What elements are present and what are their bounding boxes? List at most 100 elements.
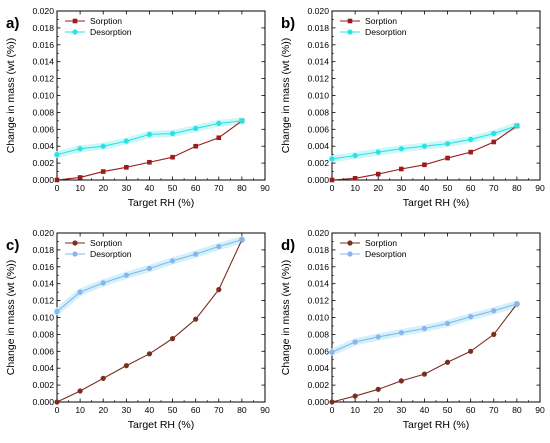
y-tick-label: 0.004 bbox=[307, 363, 329, 373]
y-tick-label: 0.002 bbox=[32, 380, 54, 390]
x-tick-label: 50 bbox=[168, 183, 178, 193]
data-point-sorption bbox=[216, 135, 222, 141]
panel-label: c) bbox=[6, 237, 19, 254]
x-tick-label: 0 bbox=[55, 405, 60, 415]
data-point-desorption bbox=[169, 258, 176, 264]
data-point-sorption bbox=[468, 149, 473, 155]
panel-label: d) bbox=[281, 237, 295, 254]
y-tick-label: 0.008 bbox=[32, 329, 54, 339]
y-tick-label: 0.016 bbox=[307, 40, 329, 50]
x-tick-label: 30 bbox=[122, 405, 132, 415]
y-tick-label: 0.014 bbox=[32, 279, 54, 289]
y-tick-label: 0.010 bbox=[32, 91, 54, 101]
data-point-desorption bbox=[169, 130, 176, 137]
x-tick-label: 90 bbox=[535, 405, 545, 415]
legend-marker bbox=[72, 240, 78, 246]
y-tick-label: 0.012 bbox=[307, 74, 329, 84]
data-point-desorption bbox=[239, 118, 245, 124]
legend-marker bbox=[347, 240, 353, 246]
legend-label: Desorption bbox=[365, 249, 407, 259]
y-tick-label: 0.008 bbox=[32, 107, 54, 117]
y-tick-label: 0.000 bbox=[307, 175, 329, 185]
y-tick-label: 0.006 bbox=[307, 346, 329, 356]
data-point-sorption bbox=[100, 169, 106, 174]
data-point-desorption bbox=[146, 131, 153, 137]
legend-label: Sorption bbox=[90, 238, 122, 248]
y-tick-label: 0.018 bbox=[307, 245, 329, 255]
data-point-desorption bbox=[444, 141, 451, 147]
x-tick-label: 20 bbox=[373, 405, 383, 415]
legend-label: Desorption bbox=[90, 249, 132, 259]
y-tick-label: 0.008 bbox=[307, 107, 329, 117]
data-point-sorption bbox=[193, 143, 198, 149]
data-point-sorption bbox=[352, 176, 358, 181]
data-point-desorption bbox=[491, 130, 497, 137]
data-point-desorption bbox=[239, 237, 245, 243]
data-point-sorption bbox=[445, 155, 450, 161]
data-point-desorption bbox=[100, 280, 106, 286]
data-point-desorption bbox=[375, 334, 381, 340]
x-tick-label: 90 bbox=[260, 405, 270, 415]
data-point-sorption bbox=[375, 171, 381, 177]
x-tick-label: 70 bbox=[214, 405, 224, 415]
y-tick-label: 0.010 bbox=[32, 313, 54, 323]
data-point-desorption bbox=[329, 156, 335, 162]
data-point-desorption bbox=[54, 152, 60, 158]
data-point-desorption bbox=[514, 123, 520, 129]
x-tick-label: 20 bbox=[373, 183, 383, 193]
legend-marker bbox=[347, 251, 353, 257]
x-tick-label: 40 bbox=[420, 183, 430, 193]
data-point-sorption bbox=[77, 175, 83, 180]
panel-label: a) bbox=[6, 15, 19, 32]
x-tick-label: 0 bbox=[55, 183, 60, 193]
data-point-desorption bbox=[100, 143, 106, 149]
y-axis-title: Change in mass (wt (%)) bbox=[280, 260, 292, 376]
y-tick-label: 0.020 bbox=[307, 6, 329, 16]
x-tick-label: 10 bbox=[350, 183, 360, 193]
legend-label: Sorption bbox=[365, 16, 397, 26]
data-point-sorption bbox=[54, 399, 60, 405]
data-point-desorption bbox=[123, 138, 129, 144]
x-tick-label: 60 bbox=[191, 183, 201, 193]
data-point-desorption bbox=[352, 152, 358, 159]
y-tick-label: 0.014 bbox=[32, 57, 54, 67]
data-point-sorption bbox=[491, 139, 497, 145]
x-tick-label: 10 bbox=[75, 405, 85, 415]
data-point-sorption bbox=[329, 177, 335, 183]
y-tick-label: 0.016 bbox=[307, 262, 329, 272]
x-axis-title: Target RH (%) bbox=[128, 197, 195, 209]
x-axis-title: Target RH (%) bbox=[128, 419, 195, 431]
x-tick-label: 0 bbox=[330, 183, 335, 193]
x-tick-label: 50 bbox=[443, 183, 453, 193]
data-point-desorption bbox=[468, 136, 474, 143]
data-point-sorption bbox=[54, 177, 60, 183]
x-tick-label: 60 bbox=[466, 405, 476, 415]
data-point-desorption bbox=[216, 243, 222, 250]
y-tick-label: 0.010 bbox=[307, 313, 329, 323]
x-axis-title: Target RH (%) bbox=[403, 197, 470, 209]
data-point-sorption bbox=[399, 166, 404, 172]
x-tick-label: 30 bbox=[122, 183, 132, 193]
data-point-desorption bbox=[352, 339, 358, 345]
data-point-desorption bbox=[54, 308, 60, 315]
y-axis-title: Change in mass (wt (%)) bbox=[5, 38, 17, 154]
data-point-sorption bbox=[170, 154, 175, 160]
x-tick-label: 40 bbox=[420, 405, 430, 415]
x-tick-label: 50 bbox=[443, 405, 453, 415]
data-point-sorption bbox=[77, 388, 83, 394]
y-tick-label: 0.000 bbox=[32, 397, 54, 407]
legend-label: Sorption bbox=[365, 238, 397, 248]
legend-marker bbox=[72, 251, 78, 257]
data-point-desorption bbox=[193, 125, 199, 132]
data-point-desorption bbox=[421, 325, 428, 332]
plot-area bbox=[56, 10, 266, 181]
x-tick-label: 10 bbox=[350, 405, 360, 415]
y-axis-title: Change in mass (wt (%)) bbox=[5, 260, 17, 376]
x-tick-label: 70 bbox=[214, 183, 224, 193]
plot-area bbox=[331, 232, 541, 403]
x-tick-label: 70 bbox=[489, 183, 499, 193]
y-tick-label: 0.002 bbox=[32, 158, 54, 168]
y-tick-label: 0.006 bbox=[32, 124, 54, 134]
